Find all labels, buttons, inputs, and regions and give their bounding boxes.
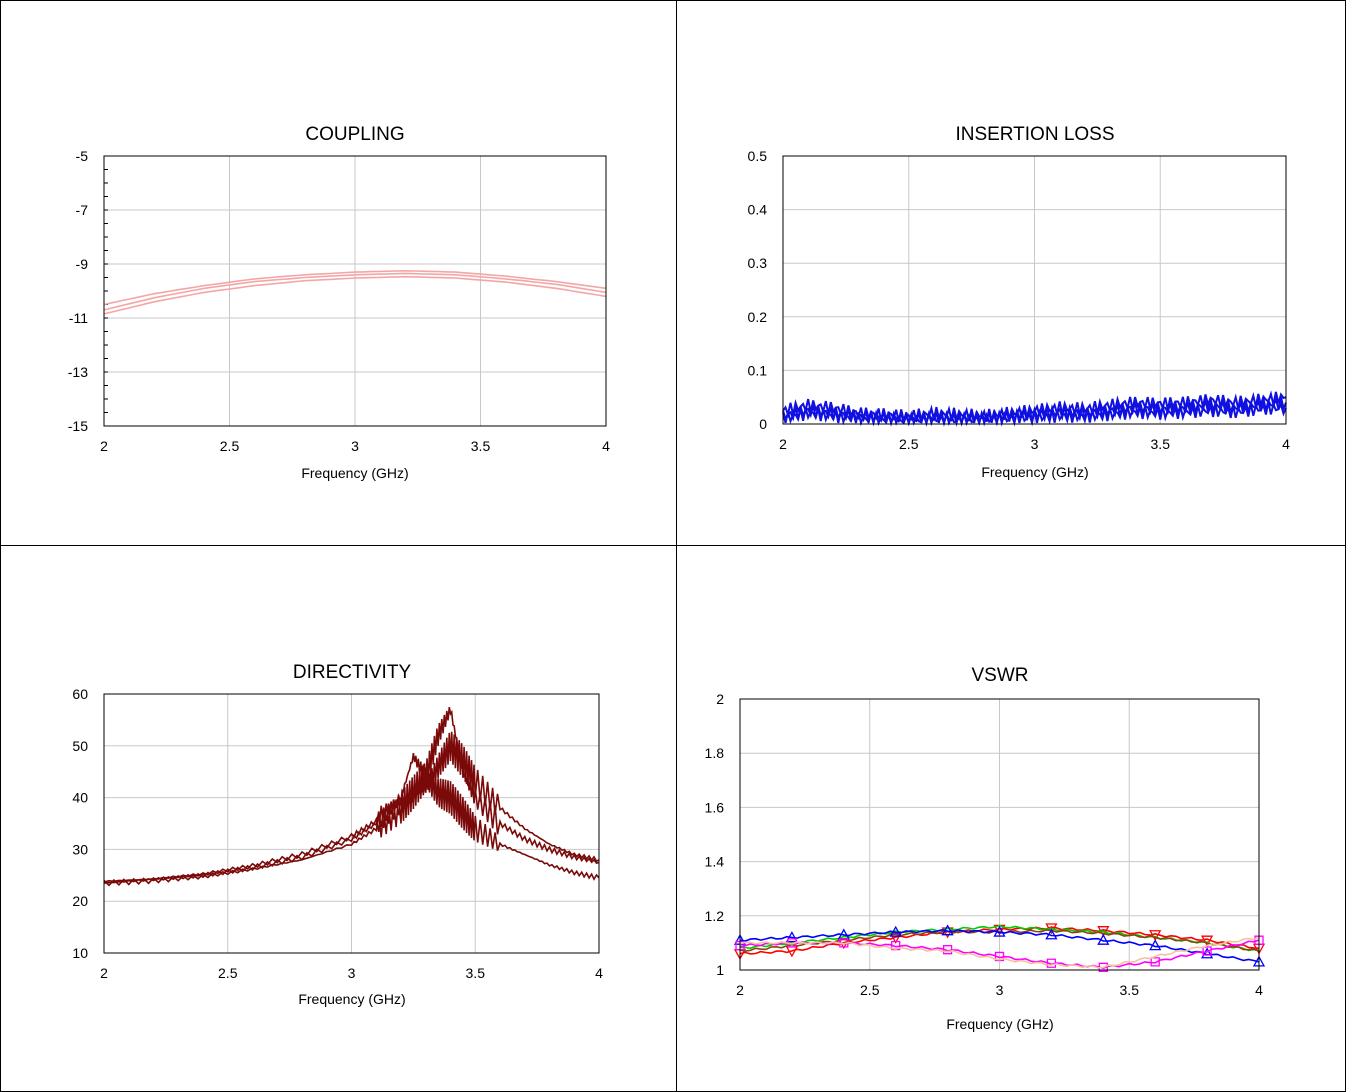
y-tick-label: 20 xyxy=(72,893,88,909)
coupling-title: COUPLING xyxy=(305,124,405,145)
y-tick-label: 0.3 xyxy=(748,255,768,271)
series-marker xyxy=(785,931,799,943)
series-line-2 xyxy=(103,275,607,315)
x-tick-label: 2 xyxy=(736,982,744,998)
x-tick-label: 4 xyxy=(602,438,610,454)
y-tick-label: 0.5 xyxy=(748,148,768,164)
y-tick-label: 1.8 xyxy=(705,745,725,761)
series-marker xyxy=(1254,935,1264,945)
y-tick-label: 40 xyxy=(72,790,88,806)
y-tick-label: 1.2 xyxy=(705,908,725,924)
series-line-2 xyxy=(782,401,1287,427)
x-tick-label: 3 xyxy=(996,982,1004,998)
insertion-loss-title: INSERTION LOSS xyxy=(955,124,1115,145)
x-tick-label: 4 xyxy=(1255,982,1263,998)
y-tick-label: 0.1 xyxy=(748,362,768,378)
y-tick-label: -5 xyxy=(76,148,89,164)
x-tick-label: 3.5 xyxy=(466,965,486,981)
y-tick-label: 0.2 xyxy=(748,309,768,325)
coupling-xlabel: Frequency (GHz) xyxy=(301,465,409,481)
series-marker xyxy=(891,940,901,951)
series-marker xyxy=(1150,957,1160,967)
insertion-loss-xlabel: Frequency (GHz) xyxy=(981,464,1089,480)
y-tick-label: -13 xyxy=(68,364,88,380)
x-tick-label: 3.5 xyxy=(471,438,491,454)
series-line-5 xyxy=(739,936,1260,969)
vswr-xlabel: Frequency (GHz) xyxy=(946,1016,1054,1032)
series-line-2 xyxy=(739,929,1260,953)
series-marker xyxy=(941,924,954,936)
x-tick-label: 4 xyxy=(595,965,603,981)
y-tick-label: 1 xyxy=(716,962,724,978)
x-tick-label: 2 xyxy=(779,436,787,452)
series-marker xyxy=(1098,962,1108,972)
x-tick-label: 3 xyxy=(351,438,359,454)
plot-area-frame xyxy=(103,693,600,954)
vswr-title: VSWR xyxy=(971,665,1029,686)
plot-area-frame xyxy=(103,155,607,427)
series-line-0 xyxy=(103,752,600,884)
x-tick-label: 2.5 xyxy=(860,982,880,998)
directivity-xlabel: Frequency (GHz) xyxy=(298,991,406,1007)
series-marker xyxy=(889,925,902,937)
x-tick-label: 4 xyxy=(1282,436,1290,452)
series-line-1 xyxy=(103,272,607,311)
x-tick-label: 2 xyxy=(100,965,108,981)
series-marker xyxy=(1149,930,1162,942)
y-tick-label: 10 xyxy=(72,945,88,961)
plot-area-frame xyxy=(739,698,1260,971)
x-tick-label: 3.5 xyxy=(1120,982,1140,998)
series-marker xyxy=(1200,935,1214,947)
series-marker xyxy=(993,925,1006,937)
x-tick-label: 2.5 xyxy=(218,965,238,981)
series-line-0 xyxy=(103,269,607,306)
y-tick-label: 1.6 xyxy=(705,799,725,815)
series-line-3 xyxy=(739,928,1260,963)
series-marker xyxy=(994,951,1005,962)
y-tick-label: -7 xyxy=(76,202,89,218)
y-tick-label: 0 xyxy=(759,416,767,432)
coupling-panel xyxy=(0,0,677,546)
x-tick-label: 3.5 xyxy=(1151,436,1171,452)
series-marker xyxy=(787,938,797,948)
series-line-2 xyxy=(103,731,600,883)
y-tick-label: 0.4 xyxy=(748,202,768,218)
x-tick-label: 2 xyxy=(100,438,108,454)
y-tick-label: 60 xyxy=(72,686,88,702)
y-tick-label: -9 xyxy=(76,256,89,272)
y-tick-label: 50 xyxy=(72,738,88,754)
y-tick-label: -11 xyxy=(69,310,88,326)
plot-area-frame xyxy=(782,155,1287,425)
series-marker xyxy=(1097,933,1110,945)
y-tick-label: 2 xyxy=(716,691,724,707)
directivity-title: DIRECTIVITY xyxy=(292,662,412,683)
series-marker xyxy=(1149,939,1162,951)
series-marker xyxy=(1200,947,1214,959)
series-line-0 xyxy=(739,926,1260,955)
y-tick-label: 1.4 xyxy=(705,854,725,870)
x-tick-label: 2.5 xyxy=(899,436,919,452)
series-marker xyxy=(1045,928,1058,940)
series-marker xyxy=(839,938,849,948)
x-tick-label: 3 xyxy=(348,965,356,981)
y-tick-label: -15 xyxy=(68,418,88,434)
series-marker xyxy=(735,940,745,951)
x-tick-label: 2.5 xyxy=(220,438,240,454)
series-marker xyxy=(1202,946,1212,956)
x-tick-label: 3 xyxy=(1031,436,1039,452)
y-tick-label: 30 xyxy=(72,841,88,857)
